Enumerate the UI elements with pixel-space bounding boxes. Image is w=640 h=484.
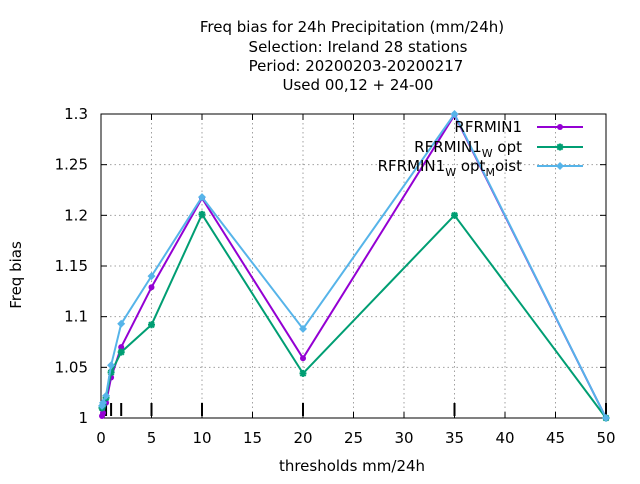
data-point — [450, 110, 459, 118]
x-tick-label: 35 — [445, 429, 464, 447]
data-point — [300, 355, 306, 362]
series-layer — [98, 110, 610, 422]
title-line-2: Selection: Ireland 28 stations — [249, 38, 468, 56]
x-tick-label: 30 — [394, 429, 413, 447]
legend-label: RFRMIN1W opt — [414, 138, 522, 160]
data-point — [299, 324, 307, 333]
chart-title: Freq bias for 24h Precipitation (mm/24h)… — [200, 18, 504, 94]
x-axis-label: thresholds mm/24h — [279, 457, 425, 475]
y-tick-label: 1 — [78, 409, 88, 427]
data-point — [100, 409, 107, 416]
legend-entry-2: RFRMIN1W opt — [414, 138, 583, 160]
data-point — [556, 162, 564, 170]
data-point — [148, 284, 155, 291]
x-tick-label: 0 — [96, 429, 106, 447]
data-point — [602, 414, 610, 422]
y-tick-label: 1.25 — [55, 156, 88, 174]
y-tick-label: 1.05 — [55, 358, 88, 376]
title-line-1: Freq bias for 24h Precipitation (mm/24h) — [200, 18, 504, 36]
data-point — [107, 361, 116, 370]
plot-border — [100, 113, 607, 419]
series-3 — [98, 110, 610, 422]
data-point — [198, 193, 206, 202]
data-point — [147, 272, 156, 281]
data-point — [198, 210, 206, 218]
x-tick-label: 40 — [495, 429, 514, 447]
y-tick-label: 1.1 — [64, 308, 88, 326]
data-point — [118, 344, 125, 351]
data-point — [148, 321, 155, 329]
series-2 — [98, 210, 610, 422]
data-point — [99, 398, 108, 407]
axes: 0 5 10 15 20 25 30 35 40 45 50 1 1.05 1.1 1.15 1.2 1.25 1… — [55, 105, 616, 447]
series-1 — [99, 112, 609, 421]
x-tick-label: 45 — [546, 429, 565, 447]
grid — [101, 114, 606, 418]
x-tick-label: 5 — [147, 429, 157, 447]
title-line-4: Used 00,12 + 24-00 — [283, 76, 434, 94]
legend-label: RFRMIN1 — [454, 118, 522, 136]
x-tick-label: 15 — [243, 429, 262, 447]
y-tick-label: 1.3 — [64, 105, 88, 123]
title-line-3: Period: 20200203-20200217 — [249, 57, 464, 75]
legend-entry-3: RFRMIN1W optMoist — [378, 157, 583, 179]
y-tick-label: 1.2 — [64, 206, 88, 224]
legend-entry-1: RFRMIN1 — [454, 118, 583, 136]
x-tick-label: 25 — [344, 429, 363, 447]
data-point — [451, 211, 458, 219]
data-point — [102, 391, 111, 400]
x-tick-label: 10 — [192, 429, 211, 447]
y-tick-label: 1.15 — [55, 257, 88, 275]
y-axis-label: Freq bias — [7, 241, 25, 309]
data-point — [557, 124, 563, 130]
threshold-markers — [101, 403, 607, 416]
series-line — [101, 113, 607, 419]
data-point — [117, 319, 126, 328]
data-point — [117, 348, 125, 356]
data-point — [556, 143, 564, 151]
x-tick-label: 20 — [293, 429, 312, 447]
data-point — [299, 369, 307, 377]
legend-label: RFRMIN1W optMoist — [378, 157, 523, 179]
x-tick-label: 50 — [596, 429, 615, 447]
